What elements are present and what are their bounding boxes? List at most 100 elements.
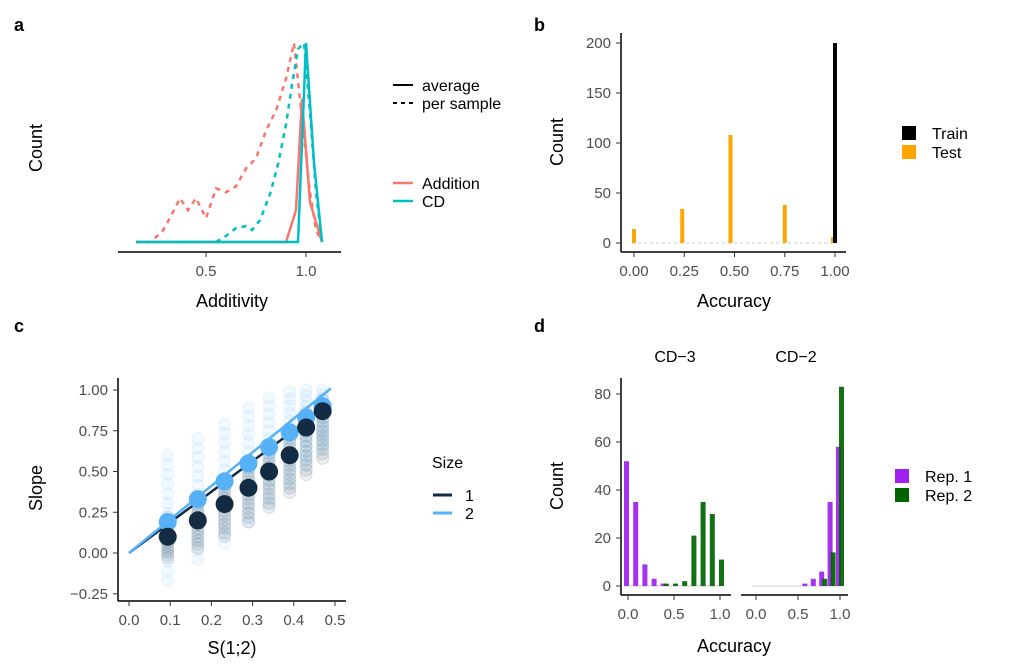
panel-d-bars <box>624 386 844 587</box>
sample-point <box>191 533 205 547</box>
legend-label-rep1: Rep. 1 <box>925 469 972 486</box>
sample-point <box>161 458 175 472</box>
sample-point <box>161 564 175 578</box>
sample-point <box>283 479 297 493</box>
bar-test <box>632 229 636 243</box>
legend-label-size-1: 1 <box>465 488 474 505</box>
panel-d-facets: CD−3 CD−2 0.0 0.5 1.0 0.0 0.5 1.0 0 20 40 60 80 Ac… <box>547 349 972 656</box>
y-tick-label: −0.25 <box>70 586 108 603</box>
x-tick-label: 1.0 <box>830 606 851 623</box>
sample-point <box>218 417 232 431</box>
series-line-cd-average <box>136 42 324 244</box>
legend-label-cd: CD <box>422 194 445 211</box>
sample-point <box>262 487 276 501</box>
panel-d-ylabel: Count <box>547 462 567 510</box>
legend-label-rep2: Rep. 2 <box>925 488 972 505</box>
bar-rep1 <box>642 564 648 586</box>
mean-point-size-1 <box>188 511 207 530</box>
sample-point <box>262 482 276 496</box>
y-tick-label: 0.75 <box>79 423 108 440</box>
panel-b-accuracy: 0 50 100 150 200 0.00 0.25 0.50 0.75 1.00 Accurac… <box>547 33 968 311</box>
panel-label-a: a <box>14 15 25 35</box>
sample-point <box>241 511 255 525</box>
panel-label-b: b <box>534 15 545 35</box>
legend-key-test <box>902 145 916 159</box>
sample-point <box>262 500 276 514</box>
bar-rep2 <box>700 502 706 586</box>
sample-point <box>316 422 330 436</box>
panel-b-ylabel: Count <box>547 118 567 166</box>
panel-c-slope: −0.25 0.00 0.25 0.50 0.75 1.00 0.0 0.1 0.2 0.3 0.4… <box>26 378 474 658</box>
sample-point <box>262 424 276 438</box>
x-tick-label: 0.75 <box>770 263 799 280</box>
sample-point <box>161 477 175 491</box>
legend-label-per-sample: per sample <box>422 96 501 113</box>
sample-point <box>241 410 255 424</box>
panel-b-bars <box>632 43 837 243</box>
sample-point <box>262 407 276 421</box>
sample-point <box>299 453 313 467</box>
x-tick-label: 0.25 <box>670 263 699 280</box>
mean-point-size-1 <box>297 418 316 437</box>
x-tick-label: 0.5 <box>664 606 685 623</box>
sample-point <box>283 468 297 482</box>
bar-rep1 <box>810 578 816 586</box>
mean-point-size-2 <box>215 472 234 491</box>
sample-point <box>316 433 330 447</box>
x-tick-label: 0.0 <box>119 612 140 629</box>
sample-point <box>299 458 313 472</box>
x-tick-label: 0.5 <box>788 606 809 623</box>
sample-point <box>241 401 255 415</box>
bar-rep2 <box>830 552 836 586</box>
bar-rep1 <box>633 502 639 586</box>
sample-point <box>161 551 175 565</box>
sample-point <box>299 445 313 459</box>
panel-d-xlabel: Accuracy <box>697 636 771 656</box>
sample-point <box>161 487 175 501</box>
bar-rep1 <box>819 571 825 586</box>
sample-point <box>241 515 255 529</box>
sample-point <box>262 391 276 405</box>
y-tick-label: 0 <box>603 578 611 595</box>
legend-key-train <box>902 126 916 140</box>
sample-point <box>218 436 232 450</box>
legend-title-size: Size <box>432 455 463 472</box>
sample-point <box>161 448 175 462</box>
sample-point <box>161 496 175 510</box>
panel-c-ylabel: Slope <box>26 465 46 511</box>
sample-point <box>262 399 276 413</box>
sample-point <box>241 427 255 441</box>
sample-point <box>316 447 330 461</box>
sample-point <box>299 468 313 482</box>
mean-point-size-1 <box>158 527 177 546</box>
sample-point <box>191 553 205 567</box>
facet-title-cd3: CD−3 <box>654 349 695 366</box>
bar-rep1 <box>827 502 833 586</box>
sample-point <box>191 529 205 543</box>
bar-rep2 <box>663 583 669 586</box>
sample-point <box>316 442 330 456</box>
sample-point <box>283 392 297 406</box>
y-tick-label: 80 <box>594 386 611 403</box>
sample-point <box>299 451 313 465</box>
sample-point <box>299 456 313 470</box>
y-tick-label: 0.25 <box>79 504 108 521</box>
sample-point <box>241 418 255 432</box>
legend-label-addition: Addition <box>422 176 480 193</box>
x-tick-label: 0.3 <box>242 612 263 629</box>
sample-point <box>191 534 205 548</box>
series-line-addition-average <box>136 98 324 244</box>
sample-point <box>241 501 255 515</box>
bar-rep1 <box>660 583 666 586</box>
mean-point-size-1 <box>215 495 234 514</box>
sample-point <box>299 444 313 458</box>
sample-point <box>161 548 175 562</box>
bar-rep1 <box>836 446 841 586</box>
y-tick-label: 50 <box>594 185 611 202</box>
y-tick-label: 0.50 <box>79 464 108 481</box>
sample-point <box>218 525 232 539</box>
panel-c-plot-area <box>128 383 332 588</box>
sample-point <box>161 545 175 559</box>
sample-point <box>241 506 255 520</box>
sample-point <box>283 406 297 420</box>
